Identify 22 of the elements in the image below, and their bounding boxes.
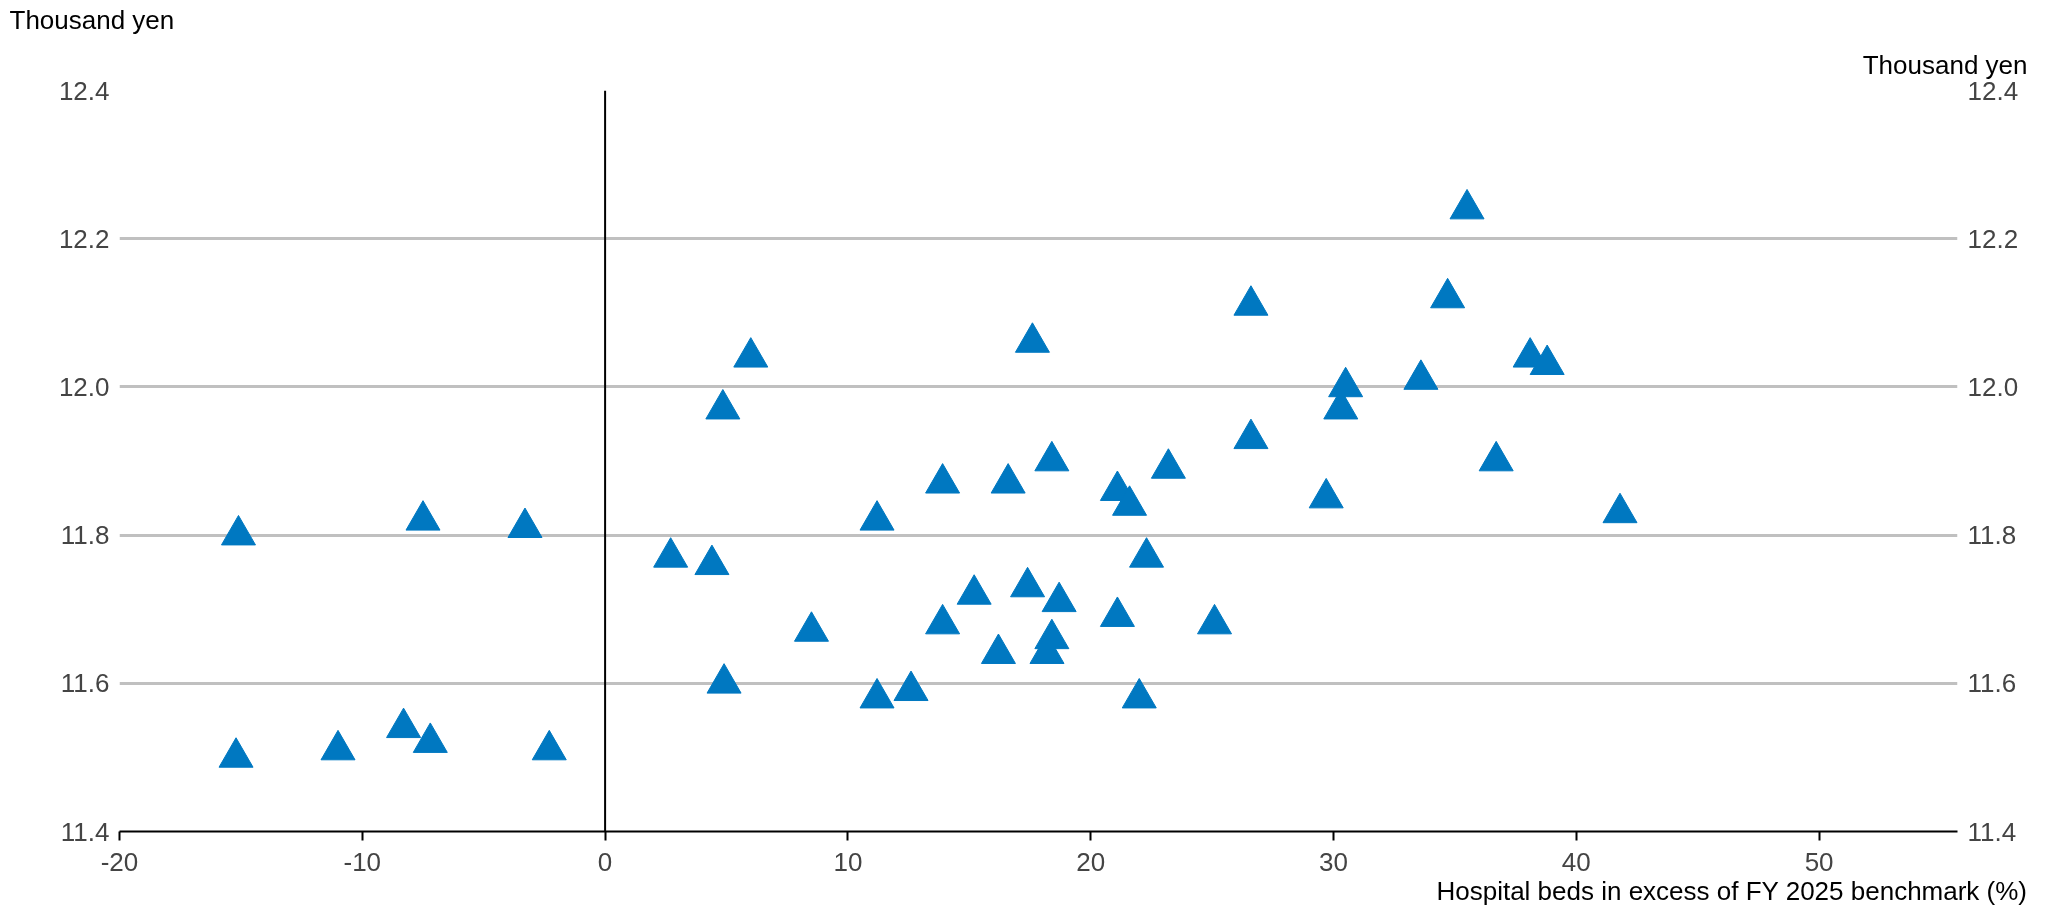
- y-tick-label: 12.4: [58, 75, 110, 106]
- x-tick-label: 20: [1076, 846, 1106, 877]
- x-tick-label: 30: [1319, 846, 1348, 877]
- y-tick-label: 11.4: [60, 816, 110, 847]
- y2-tick-label: 11.4: [1967, 816, 2017, 847]
- y-axis-title: Thousand yen: [9, 4, 175, 35]
- y2-tick-label: 12.2: [1967, 223, 2019, 254]
- x-tick-label: 0: [597, 846, 613, 877]
- y2-axis-title: Thousand yen: [1862, 49, 2028, 80]
- y-tick-label: 12.2: [58, 223, 110, 254]
- x-tick-label: -20: [100, 846, 139, 877]
- x-tick-label: -10: [343, 846, 382, 877]
- y2-tick-label: 12.0: [1967, 371, 2019, 402]
- x-tick-label: 10: [833, 846, 863, 877]
- y-tick-label: 11.8: [60, 520, 110, 551]
- y2-tick-label: 11.6: [1967, 668, 2017, 699]
- y-tick-label: 12.0: [58, 371, 110, 402]
- x-tick-label: 40: [1561, 846, 1591, 877]
- x-tick-label: 50: [1804, 846, 1834, 877]
- x-axis-title: Hospital beds in excess of FY 2025 benchmark (%): [1436, 875, 2028, 906]
- y2-tick-label: 11.8: [1967, 520, 2017, 551]
- y-tick-label: 11.6: [60, 668, 110, 699]
